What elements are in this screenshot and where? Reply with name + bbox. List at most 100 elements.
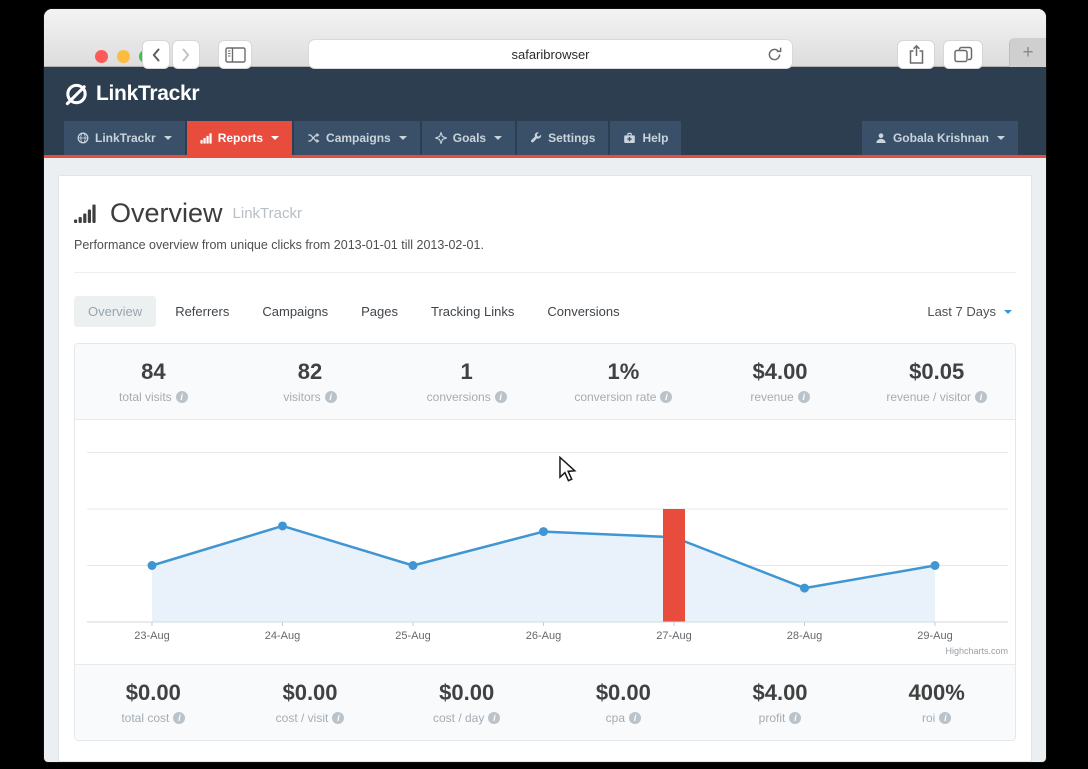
nav-item-settings[interactable]: Settings [517, 121, 609, 155]
chevron-down-icon [271, 136, 280, 140]
tab-pages[interactable]: Pages [361, 304, 399, 319]
minimize-window-button[interactable] [117, 50, 130, 63]
plus-icon: + [1022, 41, 1034, 63]
chevron-left-icon [151, 47, 161, 63]
nav-item-reports[interactable]: Reports [186, 121, 293, 155]
x-axis-label: 25-Aug [395, 630, 430, 642]
info-icon[interactable]: i [488, 712, 501, 724]
stat-label: visitors i [283, 390, 337, 404]
reload-icon[interactable] [766, 46, 783, 63]
tab-tracking-links[interactable]: Tracking Links [431, 304, 515, 319]
data-point-26-Aug[interactable] [539, 527, 548, 537]
overview-panel: 84 total visits i 82 visitors i 1 conversions i 1… [74, 343, 1016, 741]
date-range-label: Last 7 Days [927, 304, 996, 319]
info-icon[interactable]: i [629, 712, 642, 724]
brand-name: LinkTrackr [96, 82, 200, 105]
stat-label-text: roi [922, 711, 936, 725]
stat-value: $4.00 [752, 680, 808, 705]
stat-value: $0.05 [909, 359, 965, 384]
stat-label-text: revenue / visitor [886, 390, 972, 404]
stat-label-text: revenue [750, 390, 794, 404]
user-name: Gobala Krishnan [892, 131, 989, 145]
stat-label: cost / day i [433, 711, 501, 725]
info-icon[interactable]: i [494, 391, 507, 403]
content-card: Overview LinkTrackr Performance overview… [58, 175, 1032, 762]
goals-icon [434, 132, 447, 144]
stat-label-text: conversions [426, 390, 491, 404]
nav-item-goals[interactable]: Goals [421, 121, 516, 155]
stat-label-text: total cost [121, 711, 170, 725]
stat-cost-day: $0.00 cost / day i [388, 665, 545, 740]
page-header: Overview LinkTrackr Performance overview… [74, 192, 1016, 273]
x-axis-label: 28-Aug [787, 630, 822, 642]
nav-item-label: Goals [452, 131, 487, 145]
stat-label: conversion rate i [574, 390, 673, 404]
user-icon [875, 132, 887, 144]
stat-label-text: cost / visit [275, 711, 329, 725]
chevron-down-icon [163, 136, 172, 140]
stat-label-text: conversion rate [574, 390, 657, 404]
page-title: Overview [110, 198, 223, 228]
tab-bar: Overview Referrers Campaigns Pages Tracking … [74, 296, 1016, 327]
address-bar[interactable]: safaribrowser [308, 39, 793, 69]
user-menu[interactable]: Gobala Krishnan [861, 121, 1018, 155]
show-tabs-button[interactable] [943, 40, 983, 69]
nav-item-help[interactable]: Help [610, 121, 682, 155]
x-axis-label: 23-Aug [134, 630, 169, 642]
stat-cost-visit: $0.00 cost / visit i [232, 665, 389, 740]
x-axis-label: 24-Aug [265, 630, 300, 642]
tab-campaigns[interactable]: Campaigns [262, 304, 329, 319]
stat-value: $0.00 [282, 680, 338, 705]
nav-item-campaigns[interactable]: Campaigns [294, 121, 420, 155]
stat-label-text: visitors [283, 390, 321, 404]
x-axis-label: 26-Aug [526, 630, 561, 642]
data-point-29-Aug[interactable] [930, 561, 940, 570]
stat-total-visits: 84 total visits i [75, 344, 232, 419]
stat-revenue: $4.00 revenue i [702, 344, 859, 419]
share-button[interactable] [897, 40, 935, 69]
data-point-24-Aug[interactable] [278, 521, 287, 531]
close-window-button[interactable] [95, 50, 108, 63]
stat-roi: 400% roi i [858, 665, 1015, 740]
globe-icon [77, 132, 89, 144]
tab-conversions[interactable]: Conversions [547, 304, 620, 319]
new-tab-button[interactable]: + [1009, 38, 1046, 67]
info-icon[interactable]: i [175, 391, 188, 403]
nav-item-label: Settings [548, 131, 596, 145]
chevron-down-icon [494, 136, 503, 140]
data-point-23-Aug[interactable] [147, 561, 157, 570]
data-point-28-Aug[interactable] [800, 583, 809, 593]
page-title-suffix: LinkTrackr [232, 205, 302, 222]
tab-referrers[interactable]: Referrers [175, 304, 230, 319]
sidebar-icon [224, 46, 246, 63]
data-point-25-Aug[interactable] [408, 561, 418, 570]
back-button[interactable] [142, 40, 170, 69]
stat-total-cost: $0.00 total cost i [75, 665, 232, 740]
stat-label: revenue i [750, 390, 810, 404]
shuffle-icon [307, 132, 320, 144]
info-icon[interactable]: i [975, 391, 988, 403]
stat-value: 1 [460, 359, 473, 384]
info-icon[interactable]: i [660, 391, 673, 403]
stat-value: 1% [607, 359, 640, 384]
visits-chart[interactable]: 23-Aug 24-Aug 25-Aug 26-Aug 27-Aug 28-Aug 29-A… [75, 420, 1015, 664]
tab-overview[interactable]: Overview [74, 296, 157, 327]
info-icon[interactable]: i [789, 712, 802, 724]
forward-button[interactable] [172, 40, 200, 69]
chart-credits[interactable]: Highcharts.com [945, 646, 1008, 656]
stat-value: $0.00 [595, 680, 651, 705]
series-area [152, 525, 935, 622]
highlight-bar-27-Aug[interactable] [663, 509, 685, 622]
info-icon[interactable]: i [173, 712, 186, 724]
info-icon[interactable]: i [939, 712, 952, 724]
nav-item-linktrackr[interactable]: LinkTrackr [64, 121, 185, 155]
info-icon[interactable]: i [797, 391, 810, 403]
stat-label: roi i [922, 711, 952, 725]
stat-value: 400% [908, 680, 965, 705]
stat-label: total cost i [121, 711, 186, 725]
info-icon[interactable]: i [324, 391, 337, 403]
stat-label: cost / visit i [276, 711, 345, 725]
sidebar-toggle-button[interactable] [218, 40, 252, 69]
info-icon[interactable]: i [332, 712, 345, 724]
date-range-dropdown[interactable]: Last 7 Days [927, 304, 1016, 319]
